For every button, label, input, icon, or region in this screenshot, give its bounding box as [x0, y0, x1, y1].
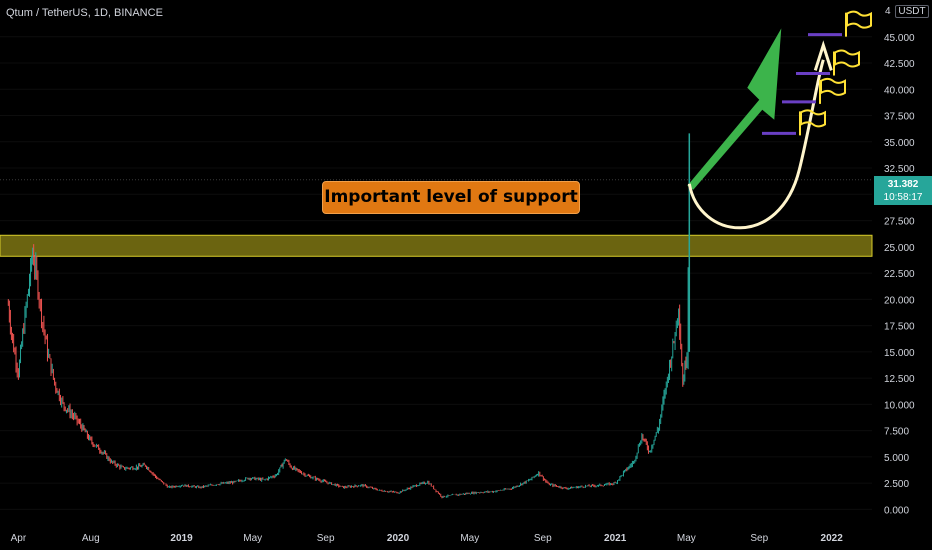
y-tick-label: 45.000	[884, 33, 915, 44]
currency-prefix: 4	[885, 6, 891, 17]
y-tick-label: 5.000	[884, 453, 909, 464]
candles	[7, 133, 691, 499]
curved-arrow	[687, 59, 825, 230]
flag-icon	[834, 49, 860, 68]
y-tick-label: 42.500	[884, 59, 915, 70]
bar-countdown: 10:58:17	[883, 192, 923, 203]
x-tick-label: 2021	[604, 533, 627, 544]
y-tick-label: 0.000	[884, 505, 909, 516]
y-tick-label: 35.000	[884, 138, 915, 149]
y-tick-label: 25.000	[884, 243, 915, 254]
drawings	[687, 10, 872, 230]
last-price-value: 31.382	[887, 179, 919, 190]
y-tick-label: 40.000	[884, 85, 915, 96]
flag-icon	[820, 77, 846, 96]
x-tick-label: May	[243, 533, 262, 544]
x-tick-label: 2022	[821, 533, 844, 544]
green-arrow	[687, 28, 782, 190]
y-tick-label: 15.000	[884, 348, 915, 359]
y-tick-label: 37.500	[884, 112, 915, 123]
y-tick-label: 32.500	[884, 164, 915, 175]
grid-lines	[0, 36, 872, 510]
y-tick-label: 7.500	[884, 427, 909, 438]
curved-arrow-head	[813, 40, 833, 71]
x-axis: Apr Aug 2019 May Sep 2020 May Sep 2021 May Sep 2022	[11, 533, 844, 544]
flag-icon	[846, 10, 872, 29]
y-tick-label: 12.500	[884, 374, 915, 385]
last-price-badge: 31.382 10:58:17	[874, 176, 932, 205]
y-axis: 0.000 2.500 5.000 7.500 10.000 12.500 15.000 17…	[884, 33, 915, 517]
x-tick-label: 2020	[387, 533, 410, 544]
y-tick-label: 27.500	[884, 217, 915, 228]
currency-unit: USDT	[895, 5, 929, 18]
x-tick-label: May	[677, 533, 696, 544]
support-callout: Important level of support	[322, 181, 580, 214]
x-tick-label: Apr	[11, 533, 27, 544]
x-tick-label: Aug	[82, 533, 100, 544]
currency-selector[interactable]: 4 USDT	[885, 5, 929, 18]
x-tick-label: Sep	[750, 533, 768, 544]
y-tick-label: 17.500	[884, 322, 915, 333]
x-tick-label: Sep	[534, 533, 552, 544]
y-tick-label: 10.000	[884, 400, 915, 411]
x-tick-label: May	[460, 533, 479, 544]
chart-title: Qtum / TetherUS, 1D, BINANCE	[6, 7, 163, 19]
y-tick-label: 22.500	[884, 269, 915, 280]
support-zone	[0, 234, 873, 257]
y-tick-label: 2.500	[884, 479, 909, 490]
x-tick-label: Sep	[317, 533, 335, 544]
y-tick-label: 20.000	[884, 295, 915, 306]
flag-icon	[800, 109, 826, 128]
x-tick-label: 2019	[170, 533, 193, 544]
